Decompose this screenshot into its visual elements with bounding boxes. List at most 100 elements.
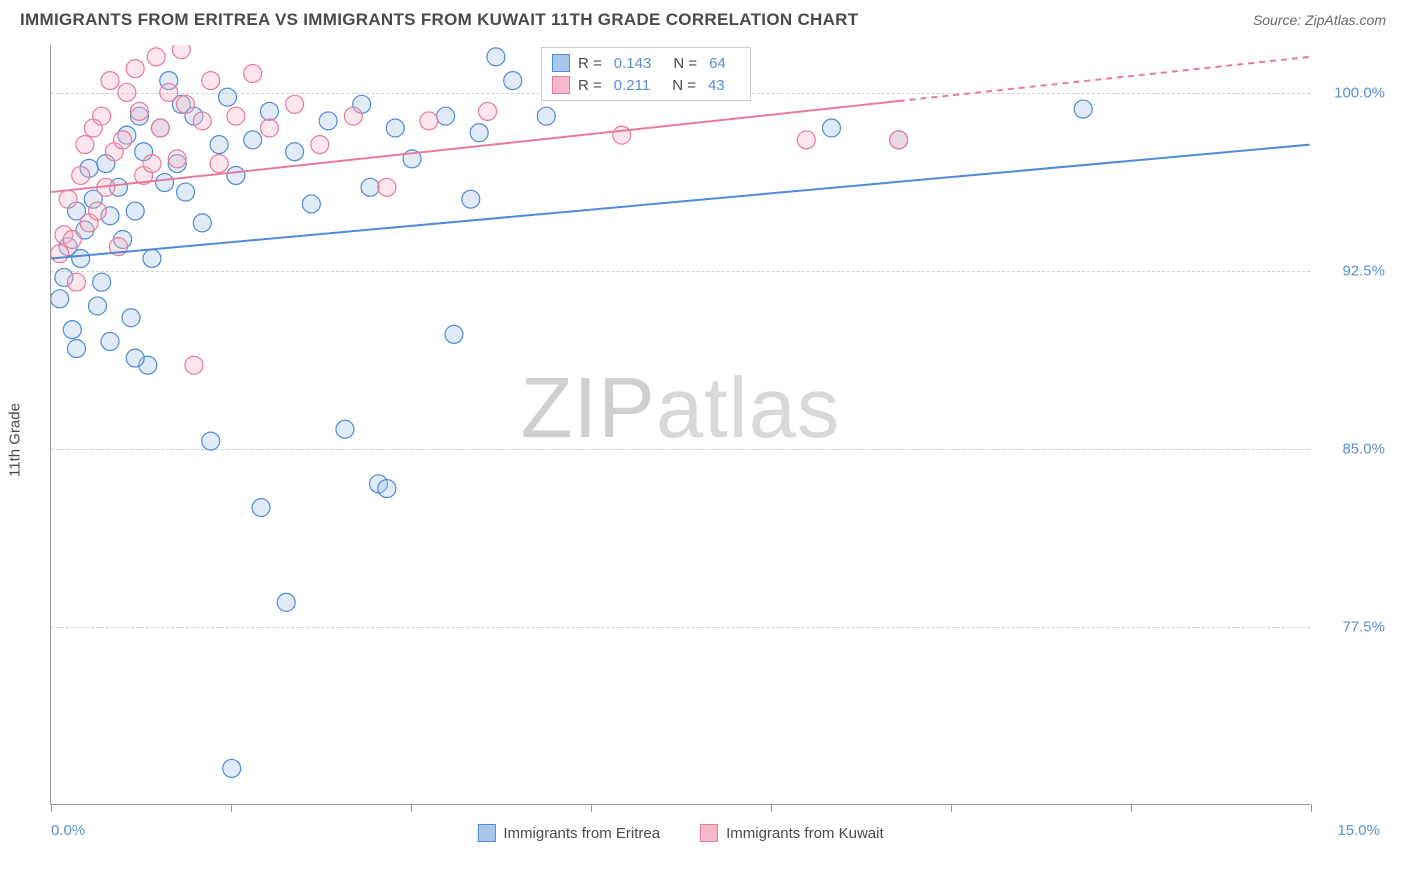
- scatter-point: [185, 356, 203, 374]
- y-tick-label: 100.0%: [1315, 84, 1385, 101]
- scatter-point: [537, 107, 555, 125]
- scatter-point: [172, 45, 190, 59]
- y-tick-label: 77.5%: [1315, 618, 1385, 635]
- y-axis-label: 11th Grade: [7, 403, 24, 477]
- scatter-point: [344, 107, 362, 125]
- scatter-point: [260, 119, 278, 137]
- scatter-point: [445, 325, 463, 343]
- scatter-point: [361, 178, 379, 196]
- legend-swatch-kuwait: [552, 76, 570, 94]
- scatter-point: [386, 119, 404, 137]
- scatter-point: [378, 178, 396, 196]
- scatter-point: [823, 119, 841, 137]
- y-tick-label: 85.0%: [1315, 440, 1385, 457]
- scatter-point: [219, 88, 237, 106]
- x-tick: [51, 804, 52, 812]
- scatter-point: [336, 420, 354, 438]
- scatter-point: [210, 155, 228, 173]
- scatter-point: [244, 64, 262, 82]
- scatter-point: [168, 150, 186, 168]
- legend-row-eritrea: R = 0.143 N = 64: [552, 52, 740, 74]
- plot-svg: [51, 45, 1310, 804]
- scatter-point: [101, 332, 119, 350]
- scatter-point: [193, 214, 211, 232]
- trend-line: [51, 101, 898, 192]
- scatter-point: [126, 60, 144, 78]
- legend-swatch-eritrea: [552, 54, 570, 72]
- scatter-point: [470, 124, 488, 142]
- scatter-point: [59, 190, 77, 208]
- scatter-point: [122, 309, 140, 327]
- legend-label-kuwait: Immigrants from Kuwait: [726, 825, 884, 842]
- x-tick: [1311, 804, 1312, 812]
- scatter-point: [227, 107, 245, 125]
- scatter-point: [143, 155, 161, 173]
- scatter-point: [286, 95, 304, 113]
- x-tick: [411, 804, 412, 812]
- x-axis-max-label: 15.0%: [1337, 822, 1380, 839]
- scatter-point: [130, 102, 148, 120]
- x-tick: [591, 804, 592, 812]
- scatter-point: [156, 174, 174, 192]
- legend-item-kuwait: Immigrants from Kuwait: [700, 824, 884, 842]
- legend-n-label: N =: [673, 55, 697, 72]
- scatter-point: [68, 273, 86, 291]
- scatter-point: [797, 131, 815, 149]
- scatter-point: [202, 432, 220, 450]
- plot-area: ZIPatlas R = 0.143 N = 64 R = 0.211 N = …: [50, 45, 1310, 805]
- legend-r-label: R =: [578, 77, 602, 94]
- scatter-point: [420, 112, 438, 130]
- scatter-point: [114, 131, 132, 149]
- scatter-point: [504, 72, 522, 90]
- chart-container: 11th Grade ZIPatlas R = 0.143 N = 64 R =…: [50, 45, 1390, 835]
- legend-bottom: Immigrants from Eritrea Immigrants from …: [477, 824, 883, 842]
- scatter-point: [93, 107, 111, 125]
- trend-line: [51, 145, 1309, 259]
- chart-title: IMMIGRANTS FROM ERITREA VS IMMIGRANTS FR…: [20, 10, 858, 30]
- legend-n-value-kuwait: 43: [708, 77, 725, 94]
- scatter-point: [319, 112, 337, 130]
- scatter-point: [63, 321, 81, 339]
- scatter-point: [143, 249, 161, 267]
- scatter-point: [1074, 100, 1092, 118]
- scatter-point: [311, 136, 329, 154]
- chart-source: Source: ZipAtlas.com: [1253, 12, 1386, 28]
- scatter-point: [160, 83, 178, 101]
- scatter-point: [51, 245, 69, 263]
- legend-r-label: R =: [578, 55, 602, 72]
- x-axis-min-label: 0.0%: [51, 822, 85, 839]
- scatter-point: [88, 202, 106, 220]
- scatter-point: [479, 102, 497, 120]
- scatter-point: [202, 72, 220, 90]
- scatter-point: [88, 297, 106, 315]
- scatter-point: [487, 48, 505, 66]
- scatter-point: [210, 136, 228, 154]
- legend-n-value-eritrea: 64: [709, 55, 726, 72]
- scatter-point: [286, 143, 304, 161]
- scatter-point: [101, 72, 119, 90]
- scatter-point: [126, 202, 144, 220]
- scatter-point: [72, 166, 90, 184]
- legend-swatch-kuwait-icon: [700, 824, 718, 842]
- scatter-point: [223, 759, 241, 777]
- scatter-point: [118, 83, 136, 101]
- scatter-point: [302, 195, 320, 213]
- y-tick-label: 92.5%: [1315, 262, 1385, 279]
- scatter-point: [147, 48, 165, 66]
- scatter-point: [613, 126, 631, 144]
- scatter-point: [227, 166, 245, 184]
- scatter-point: [151, 119, 169, 137]
- legend-n-label: N =: [672, 77, 696, 94]
- legend-label-eritrea: Immigrants from Eritrea: [503, 825, 660, 842]
- scatter-point: [244, 131, 262, 149]
- scatter-point: [462, 190, 480, 208]
- scatter-point: [126, 349, 144, 367]
- x-tick: [771, 804, 772, 812]
- scatter-point: [76, 136, 94, 154]
- legend-swatch-eritrea-icon: [477, 824, 495, 842]
- scatter-point: [252, 499, 270, 517]
- scatter-point: [193, 112, 211, 130]
- scatter-point: [177, 183, 195, 201]
- legend-item-eritrea: Immigrants from Eritrea: [477, 824, 660, 842]
- scatter-point: [437, 107, 455, 125]
